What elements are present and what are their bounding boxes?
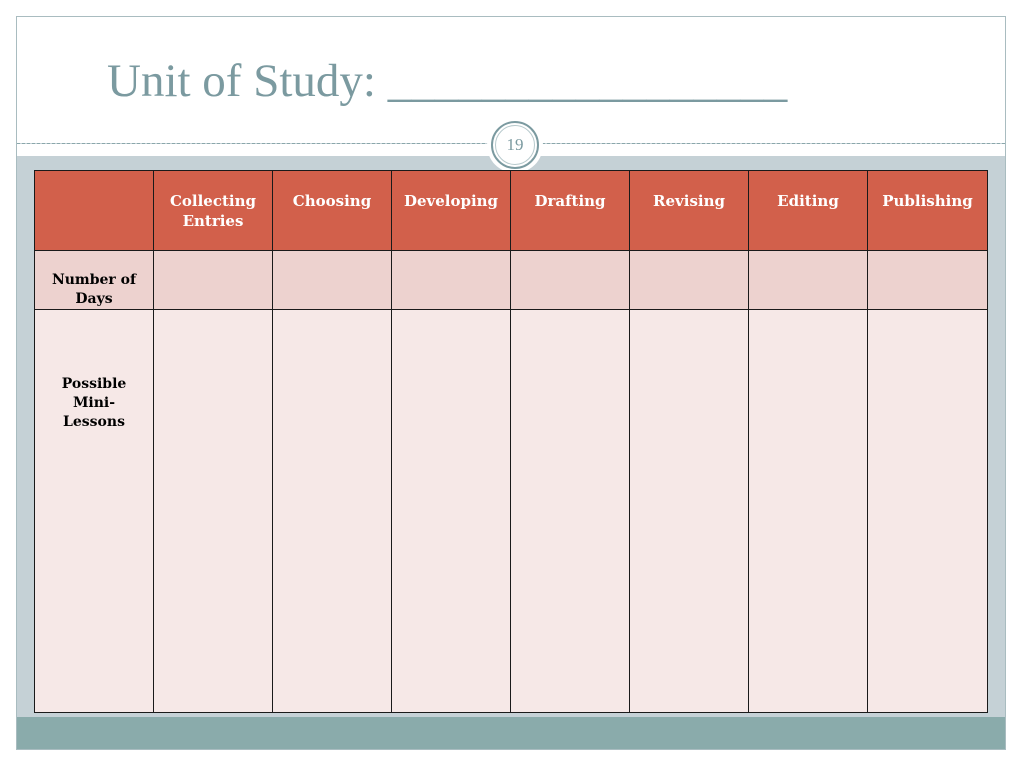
slide-number-badge: 19 — [491, 121, 539, 169]
lessons-cell-developing[interactable] — [391, 309, 511, 713]
lessons-cell-collecting-entries[interactable] — [153, 309, 273, 713]
days-cell-revising[interactable] — [629, 250, 749, 310]
slide: Unit of Study: _________________ 19 Coll… — [16, 16, 1006, 750]
row-label-possible-mini-lessons: Possible Mini-Lessons — [34, 309, 154, 713]
row-label-number-of-days: Number of Days — [34, 250, 154, 310]
row-label-text: Number of Days — [51, 272, 137, 307]
lessons-cell-drafting[interactable] — [510, 309, 630, 713]
lessons-cell-choosing[interactable] — [272, 309, 392, 713]
row-label-text: Possible Mini-Lessons — [61, 376, 127, 430]
writing-process-table: Collecting Entries Choosing Developing D… — [34, 170, 988, 713]
header-editing: Editing — [748, 170, 868, 251]
header-publishing: Publishing — [867, 170, 988, 251]
header-drafting: Drafting — [510, 170, 630, 251]
days-cell-choosing[interactable] — [272, 250, 392, 310]
header-choosing: Choosing — [272, 170, 392, 251]
table-row-number-of-days: Number of Days — [34, 250, 988, 310]
header-row: Collecting Entries Choosing Developing D… — [34, 170, 988, 251]
lessons-cell-editing[interactable] — [748, 309, 868, 713]
header-developing: Developing — [391, 170, 511, 251]
days-cell-drafting[interactable] — [510, 250, 630, 310]
days-cell-developing[interactable] — [391, 250, 511, 310]
table-row-possible-mini-lessons: Possible Mini-Lessons — [34, 309, 988, 713]
footer-bar — [17, 717, 1005, 749]
slide-number-text: 19 — [506, 135, 524, 154]
days-cell-editing[interactable] — [748, 250, 868, 310]
lessons-cell-publishing[interactable] — [867, 309, 988, 713]
days-cell-publishing[interactable] — [867, 250, 988, 310]
header-revising: Revising — [629, 170, 749, 251]
slide-title: Unit of Study: _________________ — [107, 55, 788, 107]
days-cell-collecting-entries[interactable] — [153, 250, 273, 310]
header-collecting-entries: Collecting Entries — [153, 170, 273, 251]
lessons-cell-revising[interactable] — [629, 309, 749, 713]
header-corner-cell — [34, 170, 154, 251]
